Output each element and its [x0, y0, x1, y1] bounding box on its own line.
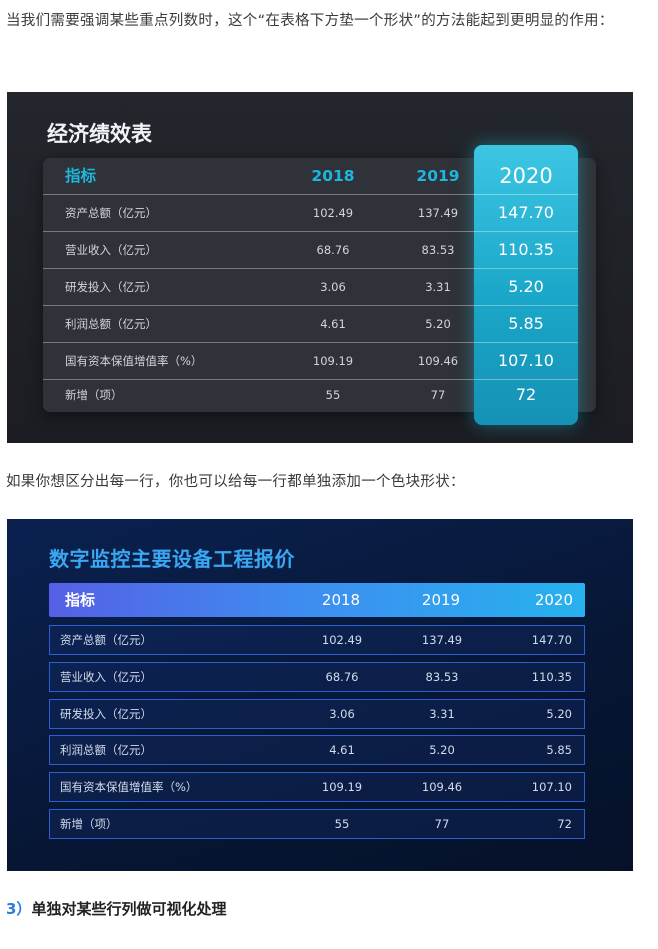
cell-value: 107.10 — [531, 780, 572, 794]
cell-value: 109.46 — [421, 780, 463, 794]
cell-value: 5.20 — [546, 707, 572, 721]
equipment-quote-table-image: 数字监控主要设备工程报价 指标 2018 2019 2020 资产总额（亿元） … — [7, 519, 633, 871]
cell-value: 72 — [557, 817, 572, 831]
section-heading: 3）单独对某些行列做可视化处理 — [6, 898, 226, 919]
table-row: 研发投入（亿元） 3.06 3.31 5.20 — [49, 699, 585, 729]
section-number: 3） — [6, 900, 32, 918]
row-label: 利润总额（亿元） — [65, 317, 157, 331]
cell-value: 110.35 — [498, 240, 554, 259]
table-row: 利润总额（亿元） 4.61 5.20 5.85 — [43, 306, 578, 343]
row-label: 国有资本保值增值率（%） — [65, 354, 203, 368]
cell-value: 77 — [430, 388, 446, 402]
row-label: 新增（项） — [65, 388, 123, 402]
table2-header-row: 指标 2018 2019 2020 — [49, 583, 585, 617]
cell-value: 77 — [434, 817, 450, 831]
row-label: 研发投入（亿元） — [60, 707, 152, 721]
header-cell: 2020 — [499, 164, 553, 188]
cell-value: 107.10 — [498, 351, 554, 370]
table-row: 资产总额（亿元） 102.49 137.49 147.70 — [43, 195, 578, 232]
table-row: 新增（项） 55 77 72 — [43, 377, 578, 413]
header-cell: 2019 — [421, 591, 461, 609]
cell-value: 109.19 — [321, 780, 363, 794]
cell-value: 147.70 — [498, 203, 554, 222]
cell-value: 137.49 — [421, 633, 463, 647]
table-row: 研发投入（亿元） 3.06 3.31 5.20 — [43, 269, 578, 306]
cell-value: 55 — [334, 817, 350, 831]
table-row: 新增（项） 55 77 72 — [49, 809, 585, 839]
cell-value: 5.85 — [508, 314, 544, 333]
cell-value: 147.70 — [531, 633, 572, 647]
table1-header-row: 指标 2018 2019 2020 — [43, 158, 578, 195]
row-label: 营业收入（亿元） — [60, 670, 152, 684]
table-row: 资产总额（亿元） 102.49 137.49 147.70 — [49, 625, 585, 655]
row-label: 国有资本保值增值率（%） — [60, 780, 198, 794]
row-label: 利润总额（亿元） — [60, 743, 152, 757]
table-row: 利润总额（亿元） 4.61 5.20 5.85 — [49, 735, 585, 765]
cell-value: 68.76 — [325, 670, 359, 684]
cell-value: 5.85 — [546, 743, 572, 757]
header-cell: 2019 — [416, 167, 460, 185]
intro-paragraph: 当我们需要强调某些重点列数时，这个“在表格下方垫一个形状”的方法能起到更明显的作… — [6, 13, 614, 29]
header-cell: 指标 — [65, 167, 97, 185]
header-cell: 2018 — [311, 167, 355, 185]
cell-value: 102.49 — [312, 206, 354, 220]
cell-value: 3.31 — [425, 280, 451, 294]
cell-value: 110.35 — [531, 670, 572, 684]
economic-performance-table-image: 经济绩效表 指标 2018 2019 2020 资产总额（亿元） 102.49 … — [7, 92, 633, 443]
cell-value: 5.20 — [508, 277, 544, 296]
cell-value: 83.53 — [421, 243, 455, 257]
cell-value: 109.46 — [417, 354, 459, 368]
row-label: 营业收入（亿元） — [65, 243, 157, 257]
table-row: 国有资本保值增值率（%） 109.19 109.46 107.10 — [43, 343, 578, 380]
table-row: 营业收入（亿元） 68.76 83.53 110.35 — [43, 232, 578, 269]
table-row: 营业收入（亿元） 68.76 83.53 110.35 — [49, 662, 585, 692]
cell-value: 72 — [515, 385, 537, 404]
cell-value: 5.20 — [429, 743, 455, 757]
middle-paragraph: 如果你想区分出每一行，你也可以给每一行都单独添加一个色块形状： — [6, 474, 465, 490]
cell-value: 3.31 — [429, 707, 455, 721]
cell-value: 4.61 — [329, 743, 355, 757]
section-title: 单独对某些行列做可视化处理 — [31, 900, 227, 918]
row-label: 新增（项） — [60, 817, 118, 831]
row-label: 研发投入（亿元） — [65, 280, 157, 294]
row-label: 资产总额（亿元） — [65, 206, 157, 220]
cell-value: 109.19 — [312, 354, 354, 368]
cell-value: 4.61 — [320, 317, 346, 331]
cell-value: 68.76 — [316, 243, 350, 257]
table1-title: 经济绩效表 — [47, 122, 152, 146]
row-label: 资产总额（亿元） — [60, 633, 152, 647]
cell-value: 55 — [325, 388, 341, 402]
table1-2020-highlight-column — [474, 145, 578, 425]
cell-value: 137.49 — [417, 206, 459, 220]
header-cell: 2020 — [534, 591, 573, 609]
cell-value: 102.49 — [321, 633, 363, 647]
header-cell: 2018 — [321, 591, 361, 609]
cell-value: 83.53 — [425, 670, 459, 684]
header-cell: 指标 — [65, 591, 96, 609]
table2-title: 数字监控主要设备工程报价 — [49, 547, 295, 571]
cell-value: 3.06 — [329, 707, 355, 721]
cell-value: 3.06 — [320, 280, 346, 294]
cell-value: 5.20 — [425, 317, 451, 331]
table-row: 国有资本保值增值率（%） 109.19 109.46 107.10 — [49, 772, 585, 802]
